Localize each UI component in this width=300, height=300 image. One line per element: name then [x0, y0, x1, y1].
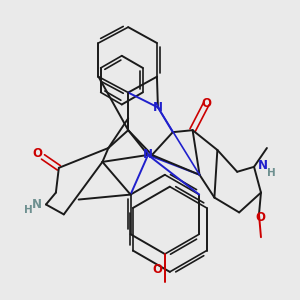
Text: N: N	[143, 148, 153, 161]
Text: O: O	[32, 148, 42, 160]
Text: N: N	[153, 101, 163, 114]
Text: H: H	[268, 168, 276, 178]
Text: O: O	[202, 97, 212, 110]
Text: O: O	[256, 211, 266, 224]
Text: H: H	[24, 206, 32, 215]
Text: O: O	[152, 263, 162, 276]
Text: N: N	[32, 198, 42, 211]
Text: N: N	[258, 159, 268, 172]
